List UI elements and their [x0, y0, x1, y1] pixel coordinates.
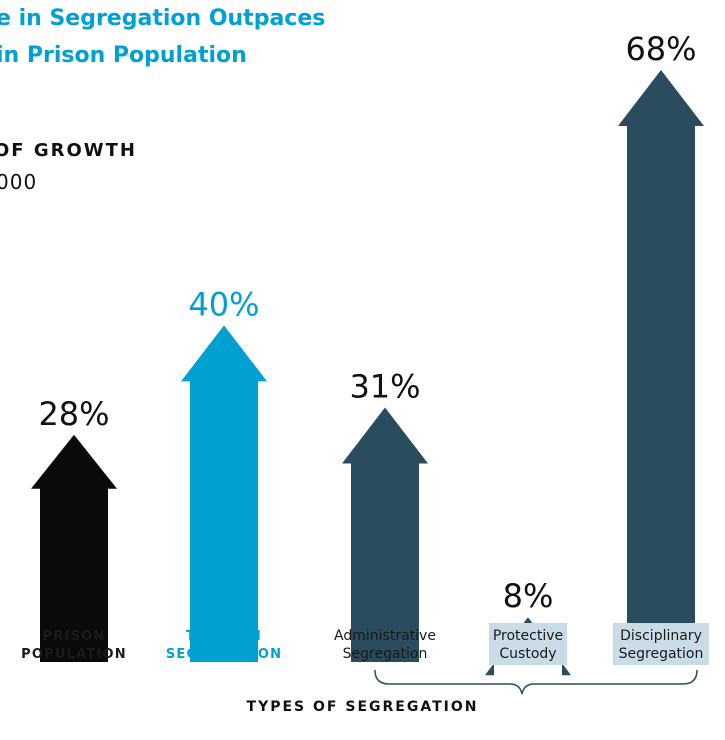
- label-background-5: [613, 623, 709, 665]
- types-of-segregation-bracket: [374, 669, 698, 695]
- category-label-4-line-1: Protective: [493, 628, 563, 644]
- chart-title-line-1: e in Segregation Outpaces: [0, 6, 326, 31]
- category-label-3-line-2: Segregation: [343, 646, 428, 662]
- category-label-1-line-1: PRISON: [43, 629, 106, 644]
- arrow-bar-5: [618, 70, 704, 662]
- value-label-2: 40%: [188, 285, 259, 323]
- category-label-5-line-2: Segregation: [619, 646, 704, 662]
- category-label-2-line-2: SEGREGATION: [166, 647, 282, 662]
- group-label-types-of-segregation: TYPES OF SEGREGATION: [246, 699, 479, 715]
- category-label-1-line-2: POPULATION: [21, 647, 127, 662]
- label-background-4: [489, 623, 567, 665]
- category-label-3-line-1: Administrative: [334, 628, 436, 644]
- value-label-4: 8%: [503, 577, 554, 615]
- category-label-5-line-1: Disciplinary: [620, 628, 702, 644]
- arrow-bar-3: [342, 407, 428, 662]
- value-label-5: 68%: [625, 30, 696, 68]
- arrow-bar-1: [31, 434, 117, 662]
- chart-title-line-2: in Prison Population: [0, 43, 247, 68]
- arrow-bar-2: [181, 325, 267, 662]
- value-label-3: 31%: [349, 367, 420, 405]
- category-label-4-line-2: Custody: [499, 646, 556, 662]
- chart-subtitle-line-2: 000: [0, 170, 38, 194]
- value-label-1: 28%: [38, 395, 109, 433]
- chart-subtitle-line-1: OF GROWTH: [0, 140, 137, 161]
- category-label-2-line-1: TOTAL IN: [186, 629, 262, 644]
